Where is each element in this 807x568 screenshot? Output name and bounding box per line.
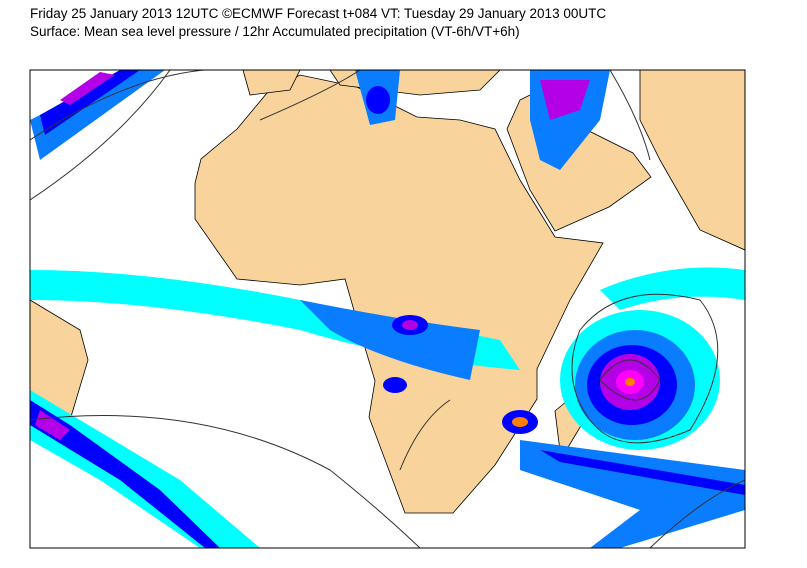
map-frame: [29, 69, 746, 549]
subtitle: Surface: Mean sea level pressure / 12hr …: [30, 24, 520, 39]
title: Friday 25 January 2013 12UTC ©ECMWF Fore…: [30, 6, 607, 21]
isobars: [30, 70, 745, 548]
map-content: [30, 70, 745, 548]
precipitation: [30, 70, 745, 548]
